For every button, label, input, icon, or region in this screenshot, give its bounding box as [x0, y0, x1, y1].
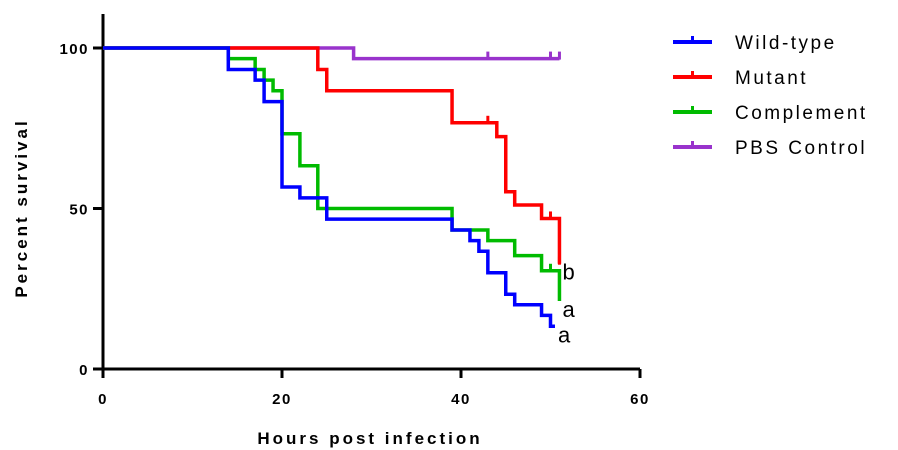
annotation-layer: baa: [558, 260, 575, 348]
series-layer: [103, 46, 562, 329]
legend-label-wild-type: Wild-type: [735, 33, 837, 54]
y-tick-label: 50: [69, 202, 89, 219]
x-tick-label: 40: [451, 391, 471, 408]
x-tick-label: 60: [630, 391, 650, 408]
significance-label: a: [562, 297, 575, 322]
series-line-wild-type: [103, 46, 555, 329]
y-tick-label: 100: [59, 41, 89, 58]
series-line-complement: [103, 46, 562, 301]
y-axis-title: Percent survival: [12, 118, 31, 297]
axes: 0 20 40 60 0 50 100: [59, 14, 650, 408]
legend: Wild-type Mutant Complement PBS Control: [673, 33, 868, 159]
significance-label: b: [562, 260, 574, 285]
x-tick-label: 0: [98, 391, 108, 408]
series-line-mutant: [103, 46, 562, 264]
y-tick-label: 0: [79, 362, 89, 379]
legend-label-mutant: Mutant: [735, 68, 808, 89]
x-tick-label: 20: [272, 391, 292, 408]
legend-label-pbs-control: PBS Control: [735, 138, 867, 159]
x-axis-title: Hours post infection: [257, 429, 482, 448]
legend-label-complement: Complement: [735, 103, 868, 124]
significance-label: a: [558, 322, 571, 347]
